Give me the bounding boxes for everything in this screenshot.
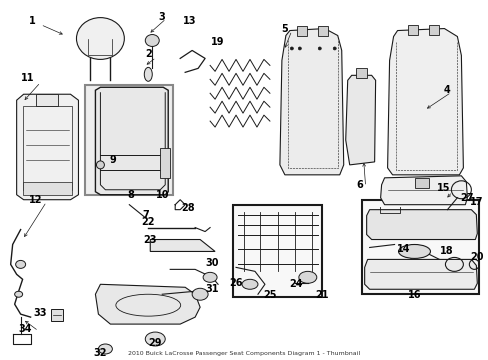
- Text: 25: 25: [263, 290, 276, 300]
- Text: 3: 3: [159, 12, 165, 22]
- Text: 4: 4: [443, 85, 450, 95]
- Ellipse shape: [15, 291, 22, 297]
- Text: 15: 15: [436, 183, 449, 193]
- Ellipse shape: [298, 47, 301, 50]
- Text: 34: 34: [19, 324, 32, 334]
- Text: 2010 Buick LaCrosse Passenger Seat Components Diagram 1 - Thumbnail: 2010 Buick LaCrosse Passenger Seat Compo…: [128, 351, 359, 356]
- Text: 12: 12: [29, 195, 42, 205]
- Text: 31: 31: [205, 284, 219, 294]
- Text: 33: 33: [34, 308, 47, 318]
- Text: 20: 20: [469, 252, 483, 262]
- Bar: [22, 106, 72, 190]
- Bar: [233, 205, 321, 297]
- Text: 29: 29: [148, 338, 162, 348]
- Bar: [36, 94, 58, 106]
- Ellipse shape: [290, 47, 293, 50]
- Text: 16: 16: [407, 290, 420, 300]
- Bar: [22, 182, 72, 195]
- Ellipse shape: [332, 47, 336, 50]
- Bar: [296, 26, 306, 36]
- Ellipse shape: [242, 279, 258, 289]
- Ellipse shape: [298, 271, 316, 283]
- Text: 17: 17: [468, 197, 482, 207]
- Bar: [85, 85, 173, 195]
- Text: 5: 5: [281, 23, 287, 33]
- Text: 9: 9: [109, 155, 116, 165]
- Ellipse shape: [76, 18, 124, 59]
- Text: 7: 7: [142, 210, 148, 220]
- Bar: [407, 24, 417, 35]
- Bar: [355, 68, 366, 78]
- Text: 24: 24: [288, 279, 302, 289]
- Bar: [50, 309, 62, 321]
- Text: 27: 27: [460, 193, 473, 203]
- Polygon shape: [17, 94, 78, 200]
- Text: 26: 26: [229, 278, 242, 288]
- Ellipse shape: [398, 244, 429, 258]
- Text: 21: 21: [314, 290, 328, 300]
- Text: 32: 32: [94, 348, 107, 358]
- Text: 8: 8: [126, 190, 134, 200]
- Ellipse shape: [144, 67, 152, 81]
- Text: 10: 10: [155, 190, 169, 200]
- Text: 1: 1: [29, 15, 36, 26]
- Polygon shape: [366, 210, 476, 239]
- Polygon shape: [364, 260, 476, 289]
- Polygon shape: [279, 28, 343, 175]
- Text: 19: 19: [211, 37, 224, 48]
- Ellipse shape: [192, 288, 208, 300]
- Text: 13: 13: [183, 15, 197, 26]
- Polygon shape: [380, 176, 467, 205]
- Text: 2: 2: [144, 49, 151, 59]
- Polygon shape: [345, 75, 375, 165]
- Ellipse shape: [98, 344, 112, 354]
- Polygon shape: [95, 284, 200, 324]
- Text: 18: 18: [439, 247, 452, 256]
- Bar: [317, 26, 327, 36]
- Bar: [361, 200, 478, 294]
- Text: 6: 6: [356, 180, 362, 190]
- Text: 28: 28: [181, 203, 195, 213]
- Ellipse shape: [203, 273, 217, 282]
- Ellipse shape: [145, 35, 159, 46]
- Polygon shape: [95, 87, 168, 195]
- Polygon shape: [150, 239, 215, 251]
- Text: 23: 23: [143, 234, 157, 244]
- Ellipse shape: [96, 161, 104, 169]
- Polygon shape: [387, 28, 463, 175]
- Text: 30: 30: [205, 258, 219, 269]
- Ellipse shape: [16, 260, 25, 268]
- Bar: [414, 178, 428, 188]
- Text: 11: 11: [21, 73, 34, 83]
- Bar: [428, 24, 439, 35]
- Text: 22: 22: [141, 217, 155, 226]
- Ellipse shape: [318, 47, 321, 50]
- Ellipse shape: [145, 332, 165, 346]
- Bar: [160, 148, 170, 178]
- Text: 14: 14: [396, 244, 409, 255]
